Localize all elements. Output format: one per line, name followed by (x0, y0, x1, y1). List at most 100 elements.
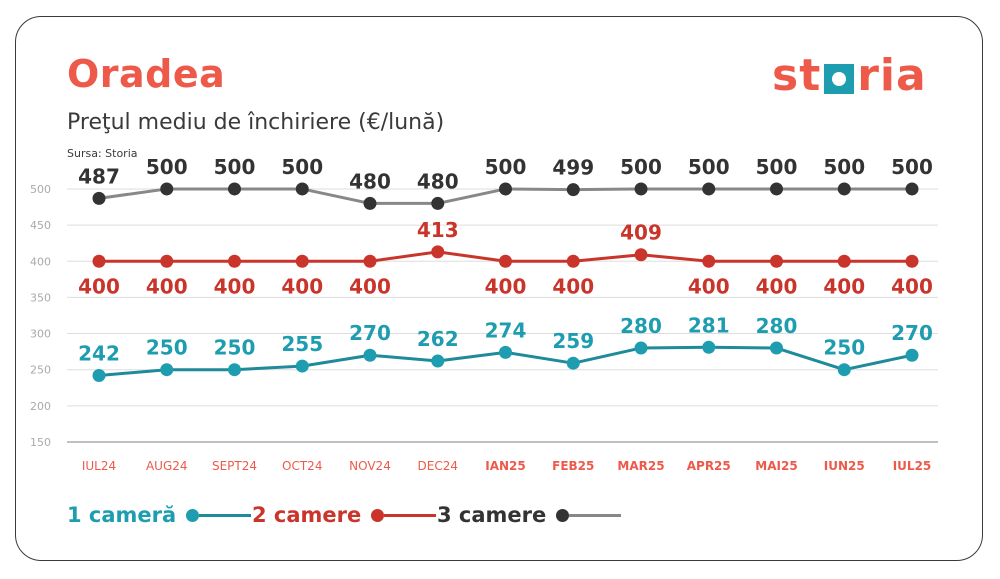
logo-mark-icon (824, 64, 855, 94)
legend-label: 2 camere (252, 503, 362, 527)
x-tick-label: MAR25 (617, 459, 664, 473)
data-point-3-camere (837, 182, 851, 196)
data-label-3-camere: 500 (756, 155, 798, 179)
data-label-3-camere: 500 (688, 155, 730, 179)
data-point-2-camere (160, 254, 174, 268)
data-point-3-camere (431, 196, 445, 210)
data-point-2-camere (770, 254, 783, 268)
data-point-2-camere (702, 254, 716, 268)
data-point-1-camera (295, 359, 309, 373)
data-point-1-camera (905, 348, 919, 362)
data-point-2-camere (431, 245, 445, 259)
data-point-3-camere (905, 182, 919, 196)
data-label-1-camera: 250 (214, 336, 256, 360)
data-label-1-camera: 280 (620, 314, 662, 338)
data-label-3-camere: 500 (214, 155, 256, 179)
data-label-2-camere: 400 (485, 274, 527, 298)
data-label-2-camere: 400 (756, 274, 798, 298)
storia-logo: st ria (772, 49, 927, 101)
logo-text-right: ria (857, 49, 927, 101)
data-point-2-camere (566, 254, 580, 268)
data-label-2-camere: 400 (823, 274, 865, 298)
x-tick-label: OCT24 (282, 459, 322, 473)
data-point-2-camere (499, 254, 512, 268)
data-label-2-camere: 409 (620, 221, 662, 245)
data-point-1-camera (634, 341, 648, 355)
y-tick-label: 400 (30, 255, 51, 268)
data-point-3-camere (160, 182, 174, 196)
y-tick-label: 250 (30, 364, 51, 377)
x-tick-label: IAN25 (485, 459, 526, 473)
data-point-1-camera (363, 348, 377, 362)
data-label-2-camere: 400 (146, 274, 188, 298)
chart-card (15, 16, 983, 561)
data-point-2-camere (634, 248, 648, 262)
data-point-3-camere (770, 182, 783, 196)
data-point-2-camere (295, 254, 309, 268)
y-tick-label: 150 (30, 436, 51, 449)
data-label-1-camera: 250 (146, 336, 188, 360)
x-tick-label: NOV24 (349, 459, 391, 473)
data-point-3-camere (363, 196, 377, 210)
x-tick-label: FEB25 (552, 459, 594, 473)
y-tick-label: 200 (30, 400, 51, 413)
data-point-1-camera (837, 363, 851, 377)
data-label-2-camere: 400 (891, 274, 933, 298)
data-label-1-camera: 259 (552, 329, 594, 353)
data-point-3-camere (702, 182, 716, 196)
x-tick-label: AUG24 (146, 459, 188, 473)
y-tick-label: 450 (30, 219, 51, 232)
data-label-3-camere: 500 (146, 155, 188, 179)
data-label-3-camere: 499 (552, 156, 594, 180)
data-label-1-camera: 281 (688, 313, 730, 337)
y-tick-label: 300 (30, 328, 51, 341)
chart-subtitle: Preţul mediu de închiriere (€/lună) (67, 110, 445, 135)
data-label-2-camere: 400 (688, 274, 730, 298)
data-point-1-camera (499, 345, 512, 359)
legend-item-3-camere: 3 camere (437, 500, 622, 530)
logo-text-left: st (772, 49, 822, 101)
data-label-3-camere: 500 (620, 155, 662, 179)
x-tick-label: IUN25 (824, 459, 865, 473)
data-point-2-camere (228, 254, 241, 268)
data-point-3-camere (499, 182, 512, 196)
data-point-3-camere (634, 182, 648, 196)
y-tick-label: 500 (30, 183, 51, 196)
x-tick-label: SEPT24 (212, 459, 257, 473)
chart-source: Sursa: Storia (67, 147, 138, 160)
data-point-1-camera (92, 368, 106, 382)
data-label-1-camera: 274 (485, 318, 527, 342)
legend-item-1-camera: 1 cameră (67, 500, 252, 530)
data-point-2-camere (905, 254, 919, 268)
data-label-3-camere: 500 (891, 155, 933, 179)
data-point-3-camere (295, 182, 309, 196)
data-point-1-camera (702, 340, 716, 354)
y-tick-label: 350 (30, 291, 51, 304)
data-point-3-camere (228, 182, 241, 196)
x-tick-label: IUL24 (82, 459, 116, 473)
data-point-3-camere (566, 183, 580, 197)
data-point-2-camere (363, 254, 377, 268)
legend-line (384, 513, 437, 517)
data-label-3-camere: 480 (417, 169, 459, 193)
data-label-3-camere: 487 (78, 164, 120, 188)
data-label-2-camere: 413 (417, 218, 459, 242)
data-point-3-camere (92, 191, 106, 205)
data-label-1-camera: 270 (349, 321, 391, 345)
legend-line (569, 513, 622, 517)
legend-label: 1 cameră (67, 503, 177, 527)
data-label-2-camere: 400 (78, 274, 120, 298)
data-point-2-camere (92, 254, 106, 268)
data-label-2-camere: 400 (349, 274, 391, 298)
data-point-1-camera (770, 341, 783, 355)
legend-line (199, 513, 252, 517)
data-label-1-camera: 280 (756, 314, 798, 338)
chart-title: Oradea (67, 52, 226, 96)
legend-item-2-camere: 2 camere (252, 500, 437, 530)
data-point-1-camera (228, 363, 241, 377)
data-label-3-camere: 500 (485, 155, 527, 179)
data-label-3-camere: 500 (823, 155, 865, 179)
data-label-2-camere: 400 (552, 274, 594, 298)
x-tick-label: MAI25 (755, 459, 797, 473)
